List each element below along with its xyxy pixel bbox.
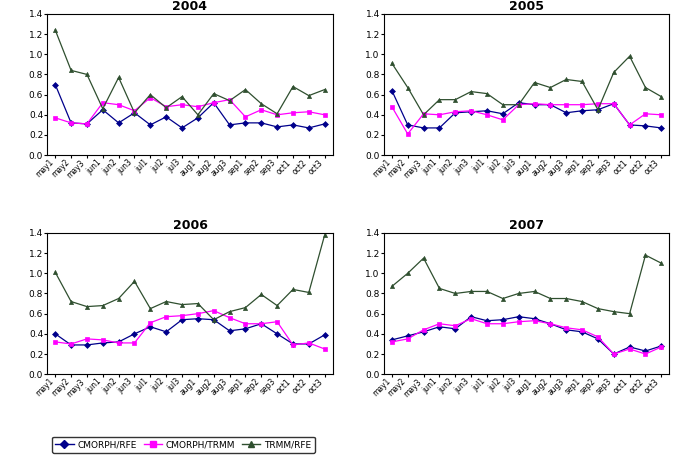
Title: 2007: 2007	[509, 219, 544, 232]
Title: 2006: 2006	[172, 219, 208, 232]
Title: 2005: 2005	[509, 0, 544, 12]
Legend: CMORPH/RFE, CMORPH/TRMM, TRMM/RFE: CMORPH/RFE, CMORPH/TRMM, TRMM/RFE	[52, 437, 314, 453]
Title: 2004: 2004	[172, 0, 208, 12]
